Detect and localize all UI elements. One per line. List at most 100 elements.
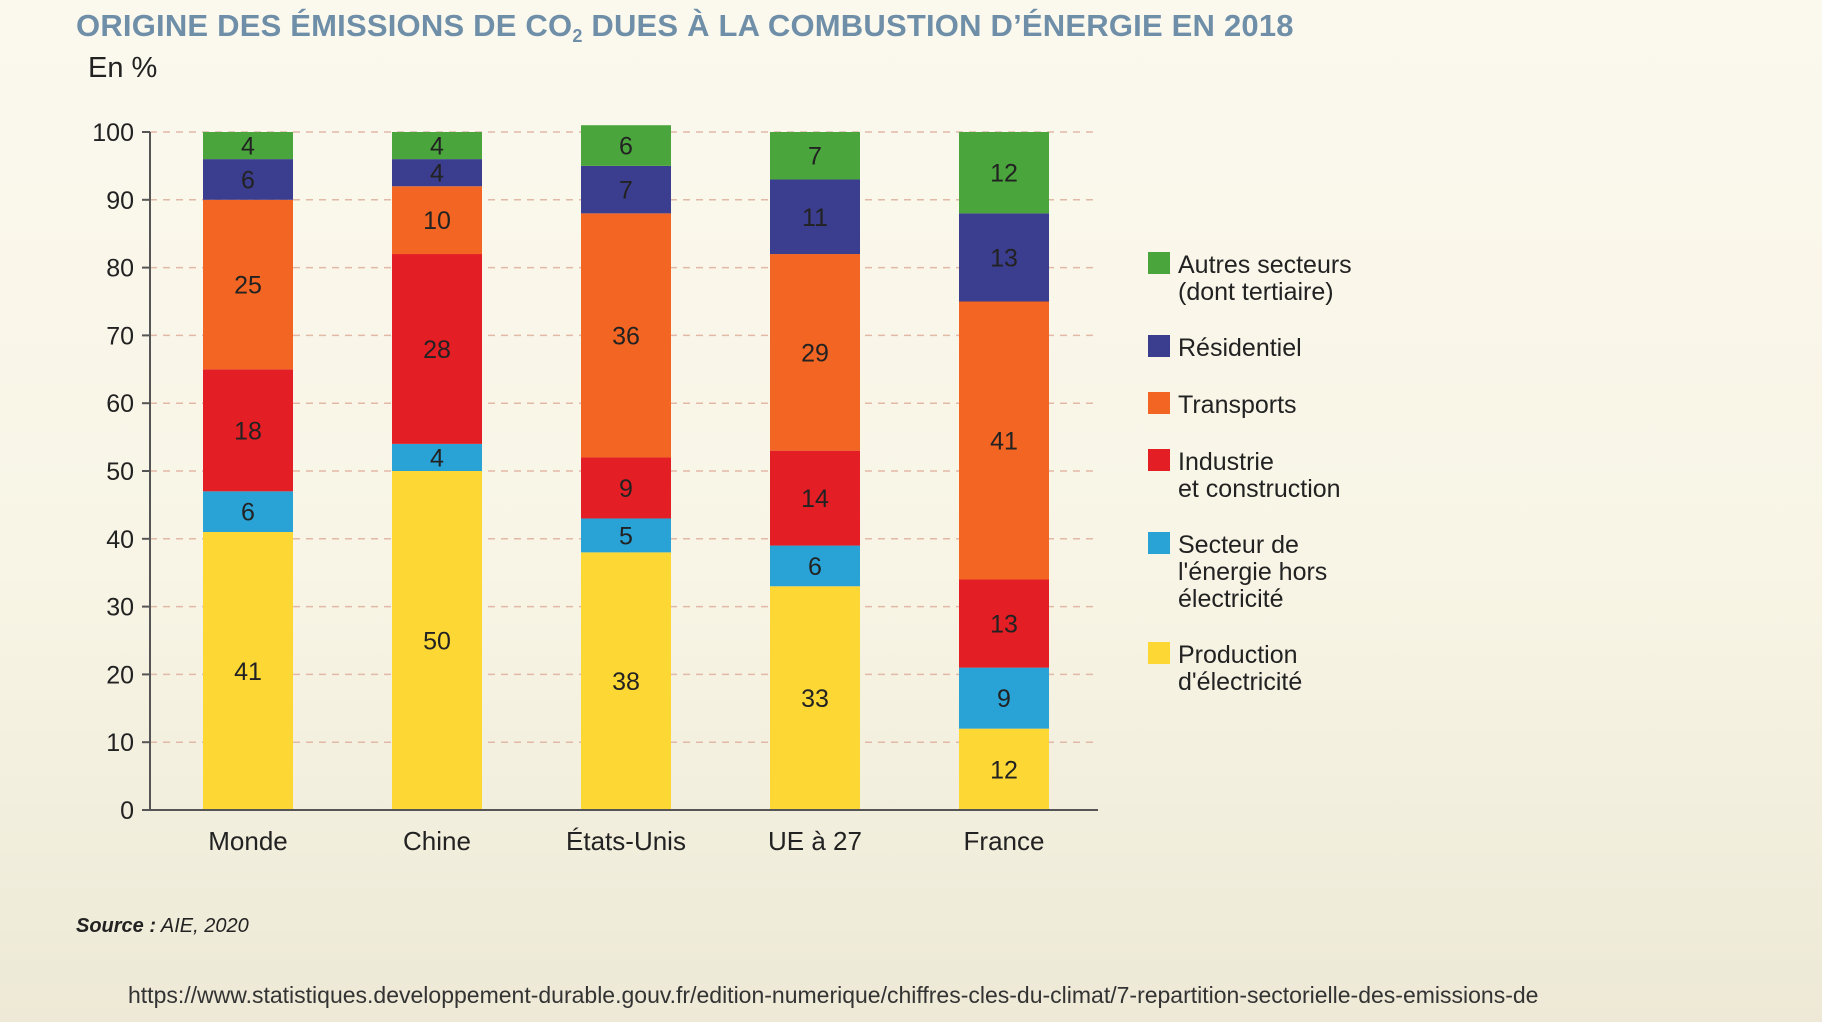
bar-segment [581, 552, 671, 810]
x-tick-label: UE à 27 [768, 826, 862, 856]
x-tick-label: France [964, 826, 1045, 856]
data-label: 6 [619, 133, 633, 161]
y-tick-label: 20 [106, 661, 134, 689]
y-tick-label: 40 [106, 526, 134, 554]
legend-swatch [1148, 335, 1170, 357]
bar-segment [959, 579, 1049, 668]
legend-swatch [1148, 252, 1170, 274]
bar-segment [392, 132, 482, 160]
legend-label: Autres secteurs [1178, 251, 1352, 279]
bar-segment [203, 199, 293, 370]
bar-segment [203, 369, 293, 492]
bar-segment [203, 491, 293, 533]
y-tick-label: 70 [106, 322, 134, 350]
data-label: 25 [234, 272, 262, 300]
x-tick-label: Monde [208, 826, 288, 856]
data-label: 4 [430, 160, 444, 188]
legend-label: et construction [1178, 475, 1341, 503]
bar-segment [959, 132, 1049, 214]
bar-segment [203, 532, 293, 810]
data-label: 36 [612, 322, 640, 350]
data-label: 13 [990, 244, 1018, 272]
source-value: AIE, 2020 [160, 915, 249, 937]
legend-label: Industrie [1178, 448, 1274, 476]
bar-segment [392, 186, 482, 255]
legend-swatch [1148, 642, 1170, 664]
bar-segment [392, 254, 482, 444]
y-tick-label: 50 [106, 458, 134, 486]
legend-label: Résidentiel [1178, 334, 1302, 362]
x-tick-label: Chine [403, 826, 471, 856]
data-label: 9 [997, 685, 1011, 713]
data-label: 9 [619, 475, 633, 503]
chart-title: ORIGINE DES ÉMISSIONS DE CO2 DUES À LA C… [76, 8, 1294, 47]
legend-label: électricité [1178, 585, 1284, 613]
data-label: 33 [801, 685, 829, 713]
legend-label: l'énergie hors [1178, 558, 1327, 586]
data-label: 12 [990, 756, 1018, 784]
data-label: 6 [241, 166, 255, 194]
chart-title-subscript: 2 [572, 26, 583, 46]
bar-segment [770, 545, 860, 587]
bar-segment [203, 132, 293, 160]
bar-segment [959, 301, 1049, 580]
data-label: 41 [234, 658, 262, 686]
data-label: 4 [241, 133, 255, 161]
y-axis-unit-label: En % [88, 52, 158, 84]
bar-segment [770, 586, 860, 810]
legend-swatch [1148, 392, 1170, 414]
bar-segment [581, 457, 671, 519]
bar-segment [770, 254, 860, 451]
legend-label: Secteur de [1178, 531, 1299, 559]
bar-segment [959, 728, 1049, 810]
bar-segment [770, 450, 860, 546]
data-label: 38 [612, 668, 640, 696]
legend-swatch [1148, 532, 1170, 554]
y-tick-label: 80 [106, 255, 134, 283]
legend-label: Production [1178, 641, 1298, 669]
data-label: 11 [802, 204, 828, 232]
bar-segment [959, 667, 1049, 729]
y-tick-label: 10 [106, 729, 134, 757]
y-tick-label: 90 [106, 187, 134, 215]
bar-segment [581, 518, 671, 553]
data-label: 41 [990, 427, 1018, 455]
bar-segment [770, 132, 860, 180]
bar-segment [770, 179, 860, 255]
legend-label: d'électricité [1178, 668, 1302, 696]
chart-title-rest: DUES À LA COMBUSTION D’ÉNERGIE EN 2018 [582, 8, 1294, 43]
x-tick-label: États-Unis [566, 826, 686, 856]
data-label: 6 [241, 499, 255, 527]
bar-segment [581, 213, 671, 458]
y-tick-label: 100 [92, 119, 134, 147]
legend-label: Transports [1178, 391, 1297, 419]
bar-segment [203, 159, 293, 200]
data-label: 5 [619, 522, 633, 550]
data-label: 4 [430, 444, 444, 472]
data-label: 28 [423, 336, 451, 364]
data-label: 18 [234, 417, 262, 445]
legend-swatch [1148, 449, 1170, 471]
legend-label: (dont tertiaire) [1178, 278, 1334, 306]
stacked-bar-chart: 0 10 20 30 40 50 60 70 80 90 100 41 6 18 25 6 4 Monde 50 4 2… [92, 119, 1352, 856]
data-label: 50 [423, 628, 451, 656]
data-label: 12 [990, 160, 1018, 188]
y-tick-label: 0 [120, 797, 134, 825]
bar-segment [959, 213, 1049, 302]
data-label: 10 [423, 207, 451, 235]
y-tick-label: 60 [106, 390, 134, 418]
bar-segment [392, 443, 482, 471]
data-label: 14 [801, 485, 829, 513]
source-label: Source : [76, 915, 157, 937]
data-label: 29 [801, 339, 829, 367]
bar-segment [392, 159, 482, 187]
bar-segment [392, 471, 482, 810]
y-tick-label: 30 [106, 594, 134, 622]
data-label: 7 [619, 177, 633, 205]
source-note: Source : AIE, 2020 [76, 915, 249, 938]
source-url: https://www.statistiques.developpement-d… [128, 982, 1539, 1008]
data-label: 7 [808, 143, 822, 171]
data-label: 6 [808, 553, 822, 581]
bar-segment [581, 125, 671, 166]
bar-segment [581, 165, 671, 214]
